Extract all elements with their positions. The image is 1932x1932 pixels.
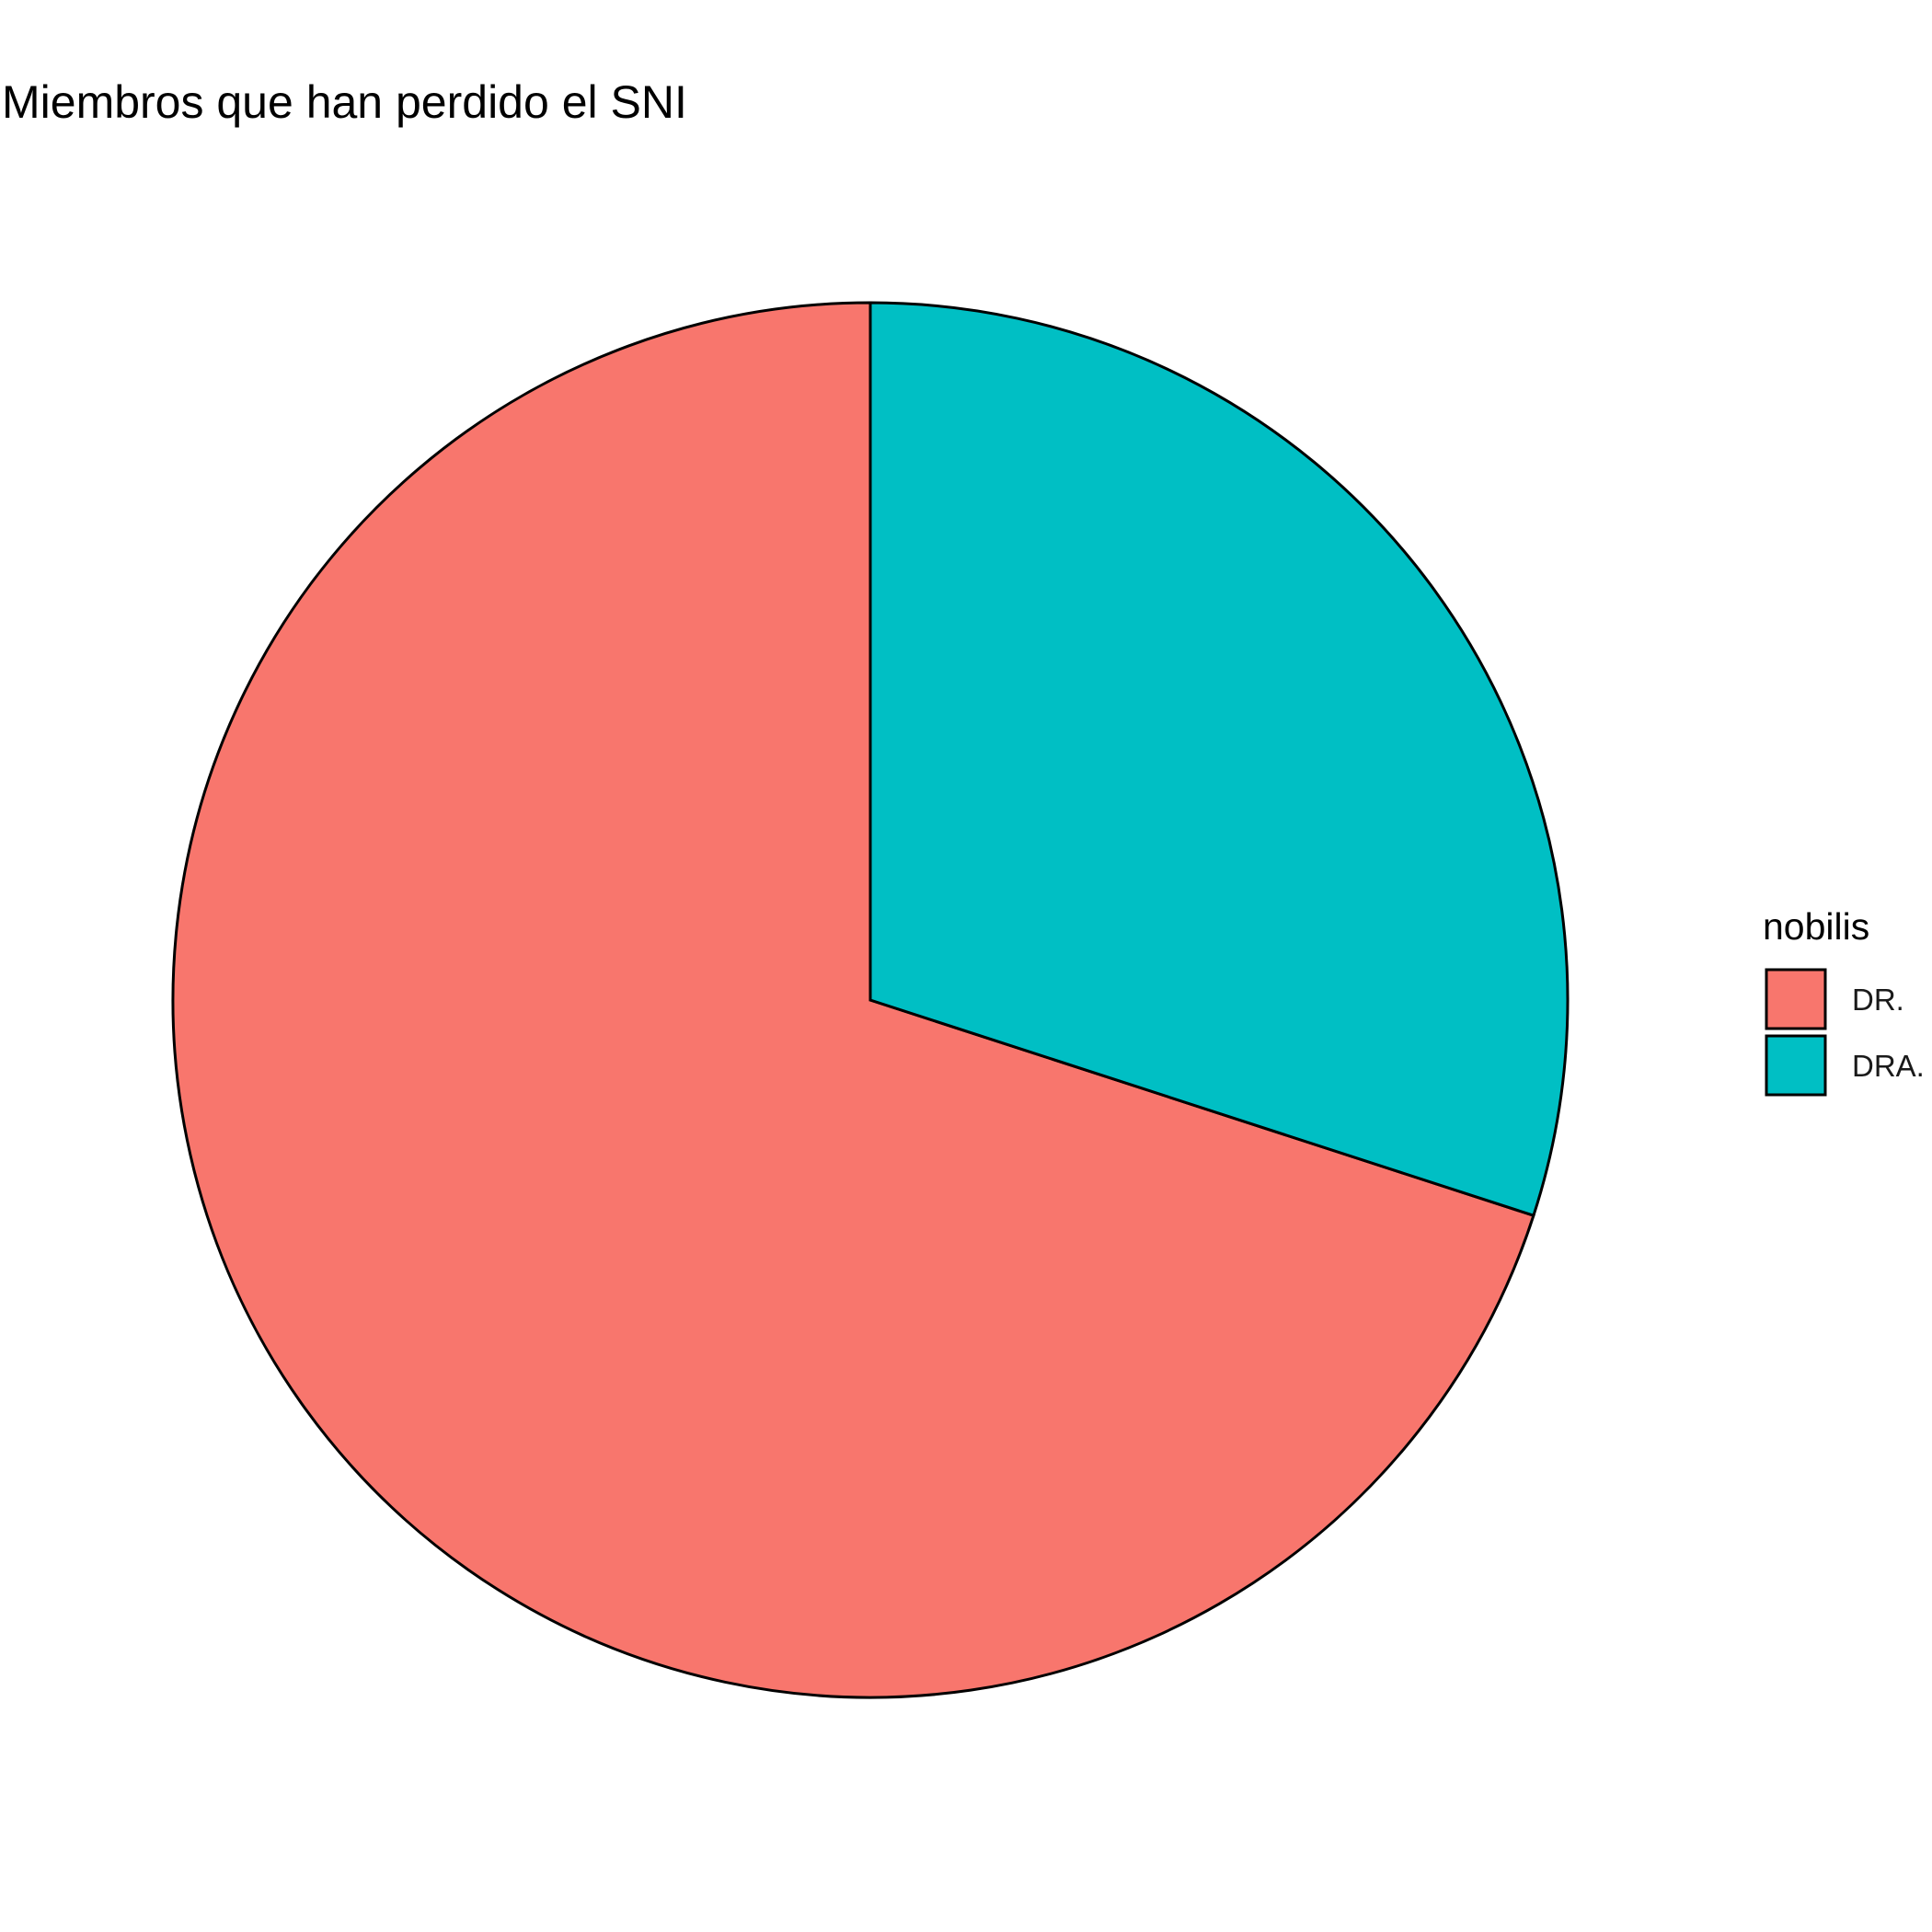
chart-title: Miembros que han perdido el SNI [2, 76, 687, 128]
legend-label-dr: DR. [1852, 983, 1904, 1017]
legend-title: nobilis [1763, 905, 1869, 948]
legend-key-dr [1765, 968, 1827, 1030]
pie-slice-dra [868, 301, 1570, 1218]
pie-slice-dr [171, 301, 1535, 1699]
legend: nobilis DR. DRA. [1763, 905, 1925, 1097]
legend-label-dra: DRA. [1852, 1049, 1925, 1083]
legend-key-dra [1765, 1034, 1827, 1097]
pie-slices [171, 301, 1570, 1699]
legend-keys: DR. DRA. [1765, 968, 1925, 1097]
